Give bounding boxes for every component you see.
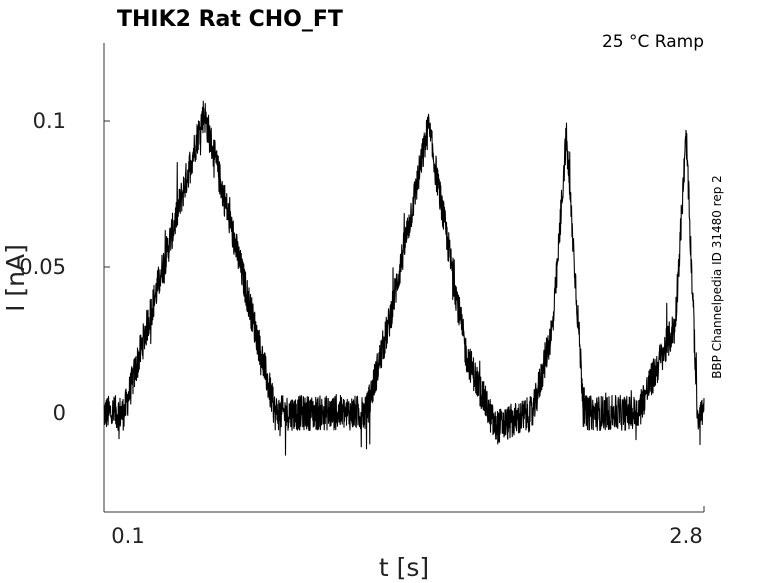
x-tick-label: 0.1 [111, 524, 144, 548]
chart-title: THIK2 Rat CHO_FT [117, 7, 343, 32]
x-ticks: 0.1 2.8 [103, 506, 705, 548]
channelpedia-id-label: BBP Channelpedia ID 31480 rep 2 [710, 175, 724, 379]
y-tick-label: 0.1 [33, 109, 66, 133]
y-tick-label: 0.05 [19, 255, 66, 279]
x-axis-label: t [s] [379, 553, 429, 582]
y-axis-label: I [nA] [1, 244, 30, 312]
x-tick-label: 2.8 [669, 524, 702, 548]
y-ticks: 0 0.05 0.1 [19, 109, 110, 425]
y-tick-label: 0 [53, 401, 66, 425]
current-trace [103, 100, 705, 456]
condition-label: 25 °C Ramp [602, 32, 704, 52]
